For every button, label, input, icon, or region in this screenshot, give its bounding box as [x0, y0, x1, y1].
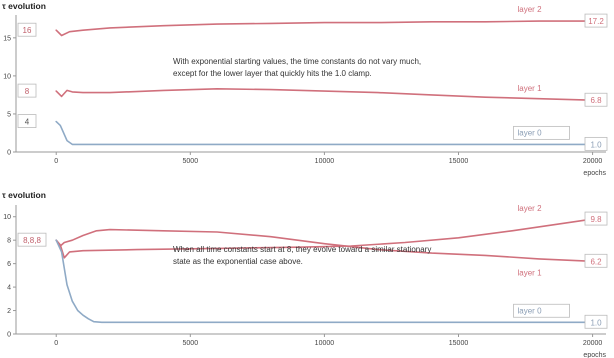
- y-tick-label: 5: [7, 111, 11, 118]
- end-value-box: [584, 253, 608, 268]
- start-value-label: 4: [25, 118, 30, 127]
- annotation-line-1: When all time constants start at 8, they…: [173, 245, 431, 254]
- y-tick-label: 15: [3, 35, 11, 42]
- end-value-box: [584, 211, 608, 226]
- end-value-box: [584, 314, 608, 329]
- series-line-layer-1: [55, 228, 594, 263]
- series-label: layer 1: [518, 268, 543, 277]
- chart-title: τ evolution: [2, 1, 46, 11]
- x-tick-label: 10000: [315, 340, 335, 347]
- plot-area: 0 5 10 15 0 5000 10000 15000 20000 layer 2 17.2 lay…: [3, 5, 608, 165]
- end-value-label: 9.8: [590, 215, 602, 224]
- series-label: layer 0: [518, 128, 543, 137]
- x-tick-label: 0: [54, 340, 58, 347]
- annotation-line-2: state as the exponential case above.: [173, 257, 303, 266]
- start-value-label: 8: [25, 87, 30, 96]
- series-label: layer 2: [518, 5, 543, 14]
- x-tick-label: 15000: [449, 158, 469, 165]
- series-line-layer-2: [55, 218, 594, 259]
- x-tick-label: 10000: [315, 158, 335, 165]
- series-line-layer-0: [55, 239, 594, 324]
- x-tick-label: 20000: [583, 158, 603, 165]
- series-label: layer 2: [518, 204, 543, 213]
- series-label: layer 1: [518, 84, 543, 93]
- series-label-box: [513, 303, 570, 318]
- annotation-line-2: except for the lower layer that quickly …: [173, 69, 372, 78]
- end-value-label: 17.2: [588, 17, 604, 26]
- y-tick-label: 10: [3, 214, 11, 221]
- start-value-label: 16: [23, 26, 32, 35]
- x-tick-label: 15000: [449, 340, 469, 347]
- y-tick-label: 2: [7, 308, 11, 315]
- annotation-line-1: With exponential starting values, the ti…: [173, 57, 421, 66]
- series-line-layer-1: [55, 88, 594, 101]
- x-axis-label: epochs: [583, 352, 606, 358]
- series-label-box: [513, 125, 570, 140]
- start-value-box: [17, 114, 37, 128]
- end-value-box: [584, 92, 608, 107]
- end-value-box: [584, 136, 608, 151]
- series-line-layer-0: [55, 120, 594, 146]
- end-value-label: 6.2: [590, 257, 602, 266]
- chart-title: τ evolution: [2, 190, 46, 200]
- end-value-label: 6.8: [590, 96, 602, 105]
- y-tick-label: 4: [7, 285, 11, 292]
- end-value-label: 1.0: [590, 140, 602, 149]
- start-value-label: 8,8,8: [23, 236, 41, 245]
- start-value-box: [17, 232, 47, 247]
- series-line-layer-2: [55, 20, 594, 37]
- x-tick-label: 20000: [583, 340, 603, 347]
- y-tick-label: 0: [7, 332, 11, 339]
- y-tick-label: 6: [7, 261, 11, 268]
- start-value-box: [17, 22, 37, 37]
- y-tick-label: 8: [7, 238, 11, 245]
- series-label: layer 0: [518, 306, 543, 315]
- start-value-box: [17, 83, 37, 98]
- end-value-box: [584, 13, 608, 28]
- end-value-label: 1.0: [590, 318, 602, 327]
- chart-bottom: τ evolution 0 2 4 6 8 10 0 5000 10000 15000 20000 l…: [2, 190, 608, 358]
- chart-top: τ evolution 0 5 10 15 0 5000 10000 15000 20000 la…: [2, 1, 608, 177]
- x-axis-label: epochs: [583, 170, 606, 177]
- y-tick-label: 10: [3, 73, 11, 80]
- plot-area: 0 2 4 6 8 10 0 5000 10000 15000 20000 layer 2 9.8 lay…: [3, 204, 608, 347]
- x-tick-label: 5000: [183, 158, 199, 165]
- x-tick-label: 5000: [183, 340, 199, 347]
- y-tick-label: 0: [7, 150, 11, 157]
- x-tick-label: 0: [54, 158, 58, 165]
